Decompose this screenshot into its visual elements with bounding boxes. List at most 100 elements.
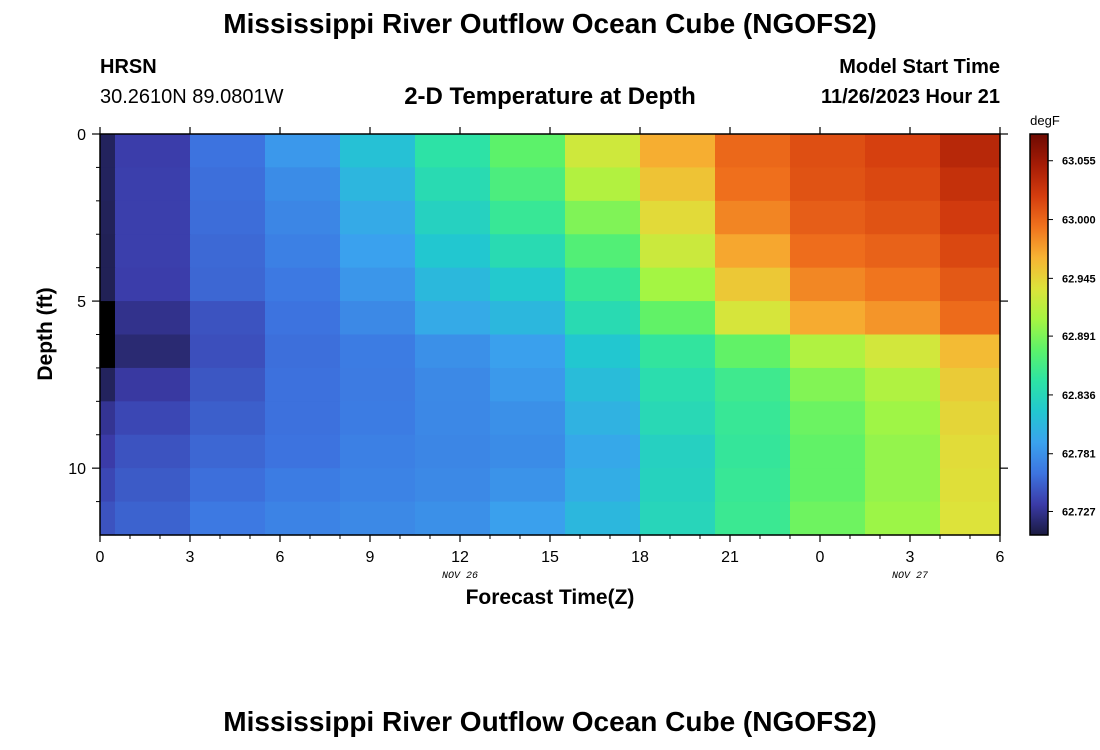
- heatmap-cell: [565, 234, 641, 269]
- heatmap-cell: [790, 200, 866, 235]
- heatmap-cell: [415, 267, 491, 302]
- heatmap-cell: [790, 501, 866, 536]
- heatmap-cell: [115, 334, 191, 369]
- heatmap-cell: [640, 167, 716, 202]
- y-tick-label: 0: [77, 127, 86, 144]
- heatmap-cell: [265, 401, 341, 436]
- heatmap-cell: [100, 267, 116, 302]
- x-tick-label: 12: [451, 549, 469, 566]
- heatmap-cell: [340, 367, 416, 402]
- heatmap-cell: [640, 401, 716, 436]
- heatmap-cell: [415, 434, 491, 469]
- heatmap-cell: [265, 367, 341, 402]
- station-name: HRSN: [100, 56, 157, 78]
- heatmap-cell: [190, 501, 266, 536]
- heatmap-cells: [100, 134, 1001, 536]
- heatmap-cell: [940, 401, 1001, 436]
- heatmap-cell: [865, 200, 941, 235]
- heatmap-cell: [790, 468, 866, 503]
- heatmap-cell: [100, 468, 116, 503]
- heatmap-cell: [340, 267, 416, 302]
- heatmap-cell: [790, 434, 866, 469]
- heatmap-cell: [265, 134, 341, 169]
- colorbar-tick-label: 63.000: [1062, 215, 1096, 227]
- heatmap-cell: [940, 367, 1001, 402]
- heatmap-cell: [115, 234, 191, 269]
- heatmap-cell: [265, 167, 341, 202]
- heatmap-cell: [565, 167, 641, 202]
- heatmap-cell: [565, 367, 641, 402]
- heatmap-cell: [640, 200, 716, 235]
- heatmap-cell: [100, 301, 116, 336]
- heatmap-cell: [715, 501, 791, 536]
- colorbar-tick-label: 63.055: [1062, 156, 1096, 168]
- heatmap-cell: [715, 334, 791, 369]
- heatmap-cell: [640, 134, 716, 169]
- colorbar-tick-label: 62.891: [1062, 331, 1096, 343]
- heatmap-cell: [490, 334, 566, 369]
- footer-title: Mississippi River Outflow Ocean Cube (NG…: [223, 706, 877, 737]
- colorbar-tick-label: 62.781: [1062, 449, 1096, 461]
- heatmap-cell: [940, 301, 1001, 336]
- heatmap-cell: [565, 267, 641, 302]
- heatmap-cell: [415, 367, 491, 402]
- heatmap-cell: [865, 367, 941, 402]
- heatmap-cell: [115, 434, 191, 469]
- heatmap-cell: [265, 468, 341, 503]
- heatmap-cell: [490, 401, 566, 436]
- x-tick-label: 0: [96, 549, 105, 566]
- heatmap-cell: [865, 167, 941, 202]
- heatmap-cell: [265, 267, 341, 302]
- heatmap-cell: [715, 367, 791, 402]
- heatmap-cell: [115, 267, 191, 302]
- colorbar-unit: degF: [1030, 113, 1060, 128]
- heatmap-cell: [190, 367, 266, 402]
- model-start-value: 11/26/2023 Hour 21: [820, 86, 1000, 108]
- heatmap-cell: [415, 501, 491, 536]
- heatmap-cell: [340, 134, 416, 169]
- heatmap-cell: [865, 134, 941, 169]
- heatmap-cell: [715, 401, 791, 436]
- heatmap-cell: [415, 468, 491, 503]
- heatmap-cell: [190, 234, 266, 269]
- heatmap-cell: [115, 301, 191, 336]
- heatmap-cell: [940, 501, 1001, 536]
- heatmap-cell: [490, 301, 566, 336]
- y-tick-label: 10: [68, 461, 86, 478]
- date-label: NOV 27: [892, 571, 928, 582]
- heatmap-cell: [115, 501, 191, 536]
- heatmap-cell: [490, 367, 566, 402]
- heatmap-cell: [565, 401, 641, 436]
- heatmap-cell: [715, 468, 791, 503]
- heatmap-cell: [340, 301, 416, 336]
- heatmap-cell: [940, 234, 1001, 269]
- heatmap-cell: [940, 334, 1001, 369]
- heatmap-cell: [790, 367, 866, 402]
- heatmap-cell: [865, 267, 941, 302]
- heatmap-cell: [790, 234, 866, 269]
- model-start-label: Model Start Time: [839, 56, 1000, 78]
- heatmap-cell: [865, 301, 941, 336]
- heatmap-cell: [190, 334, 266, 369]
- x-tick-label: 9: [366, 549, 375, 566]
- heatmap-cell: [190, 434, 266, 469]
- heatmap-cell: [790, 134, 866, 169]
- heatmap-cell: [265, 234, 341, 269]
- heatmap-cell: [190, 301, 266, 336]
- heatmap-cell: [100, 334, 116, 369]
- heatmap-cell: [565, 200, 641, 235]
- heatmap-cell: [340, 401, 416, 436]
- heatmap-cell: [940, 200, 1001, 235]
- heatmap-cell: [100, 367, 116, 402]
- heatmap-cell: [865, 434, 941, 469]
- heatmap-cell: [190, 267, 266, 302]
- heatmap-cell: [100, 134, 116, 169]
- heatmap-cell: [340, 334, 416, 369]
- axes: 0 3 6 9 12 15 18 21 0 3 6 NOV 26 NOV 27 0 5 10: [68, 127, 1008, 582]
- heatmap-cell: [865, 468, 941, 503]
- heatmap-cell: [265, 200, 341, 235]
- heatmap-cell: [115, 367, 191, 402]
- heatmap-cell: [340, 501, 416, 536]
- colorbar-gradient: [1029, 133, 1049, 536]
- date-label: NOV 26: [442, 571, 478, 582]
